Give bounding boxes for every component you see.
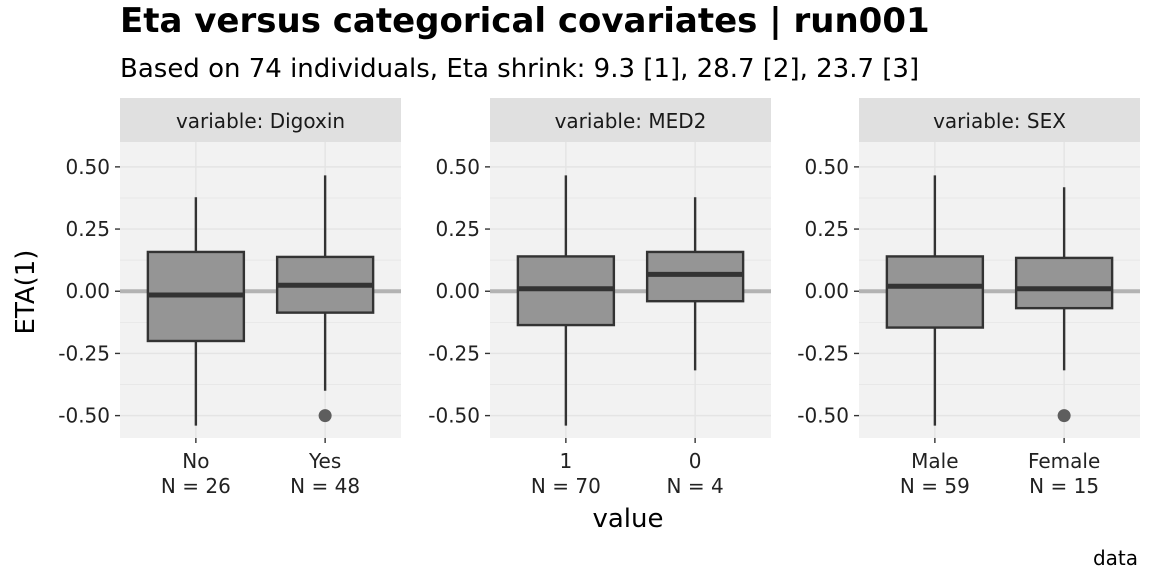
box-plot: [516, 175, 616, 426]
y-tick-label: 0.50: [804, 155, 849, 179]
y-tick-label: 0.00: [65, 279, 110, 303]
facet-strip: [490, 98, 771, 142]
x-tick-label: 1: [560, 449, 573, 473]
x-tick-count: N = 26: [161, 474, 231, 498]
x-tick-label: No: [182, 449, 209, 473]
y-tick-label: 0.25: [435, 217, 480, 241]
y-tick-label: 0.25: [65, 217, 110, 241]
y-tick-label: -0.25: [797, 341, 849, 365]
caption: data: [1093, 546, 1138, 570]
y-tick-label: 0.00: [804, 279, 849, 303]
y-tick-label: -0.50: [428, 404, 480, 428]
box-plot: [275, 175, 375, 423]
x-tick-count: N = 70: [531, 474, 601, 498]
y-tick-label: -0.50: [58, 404, 110, 428]
x-tick-label: Yes: [308, 449, 341, 473]
y-tick-label: 0.50: [435, 155, 480, 179]
x-tick-count: N = 4: [667, 474, 724, 498]
y-tick-label: 0.50: [65, 155, 110, 179]
x-tick-label: Female: [1028, 449, 1100, 473]
x-tick-label: Male: [911, 449, 958, 473]
facet-panels: variable: Digoxin 0.50 0.25 0.00 -0.25 -0.50 N…: [58, 98, 1140, 498]
y-tick-label: -0.25: [58, 341, 110, 365]
x-tick-count: N = 48: [290, 474, 360, 498]
x-tick-count: N = 15: [1029, 474, 1099, 498]
box-plot: [885, 175, 985, 426]
box: [1014, 256, 1114, 310]
y-tick-label: -0.50: [797, 404, 849, 428]
facet-strip-label: variable: Digoxin: [176, 109, 345, 133]
chart-subtitle: Based on 74 individuals, Eta shrink: 9.3…: [120, 54, 919, 84]
facet-panel: variable: Digoxin 0.50 0.25 0.00 -0.25 -0.50 N…: [58, 98, 401, 498]
facet-strip: [859, 98, 1140, 142]
y-axis-title: ETA(1): [11, 250, 41, 335]
outlier-point: [1057, 409, 1071, 423]
y-tick-label: 0.25: [804, 217, 849, 241]
facet-strip-label: variable: SEX: [933, 109, 1066, 133]
x-axis-title: value: [592, 504, 663, 534]
box-plot: [1014, 187, 1114, 423]
box-plot: [645, 197, 745, 371]
facet-strip-label: variable: MED2: [555, 109, 707, 133]
box: [885, 255, 985, 329]
chart-title: Eta versus categorical covariates | run0…: [120, 1, 930, 41]
y-tick-label: 0.00: [435, 279, 480, 303]
facet-strip: [120, 98, 401, 142]
facet-panel: variable: SEX0.500.250.00-0.25-0.50MaleN…: [797, 98, 1140, 498]
box-plot: [146, 197, 246, 426]
x-tick-label: 0: [689, 449, 702, 473]
outlier-point: [318, 409, 332, 423]
y-tick-label: -0.25: [428, 341, 480, 365]
x-tick-count: N = 59: [900, 474, 970, 498]
